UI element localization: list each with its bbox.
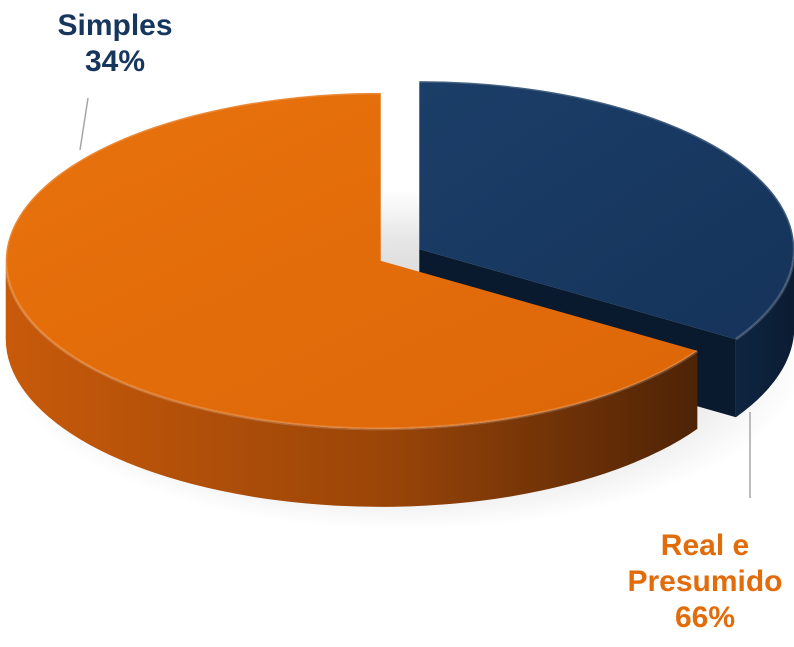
slice-name-real-line2: Presumido: [627, 565, 783, 598]
leader-line-simples: [79, 97, 89, 151]
slice-value-simples: 34%: [84, 45, 146, 78]
slice-label-real-presumido: Real e Presumido 66%: [610, 528, 794, 636]
pie-slice-real-presumido-top: [5, 92, 698, 429]
pie-slice-simples-top: [419, 81, 794, 340]
slice-value-real: 66%: [674, 601, 736, 634]
pie-slice-simples-side: [735, 255, 794, 418]
pie-slice-real-presumido-top-rim: [4, 91, 699, 431]
slice-name-real-line1: Real e: [660, 529, 750, 562]
pie-slice-simples-top-rim: [419, 79, 794, 341]
pie-slice-real-presumido-side: [5, 260, 698, 507]
slice-label-simples: Simples 34%: [30, 8, 200, 80]
slice-name-simples: Simples: [57, 9, 173, 42]
